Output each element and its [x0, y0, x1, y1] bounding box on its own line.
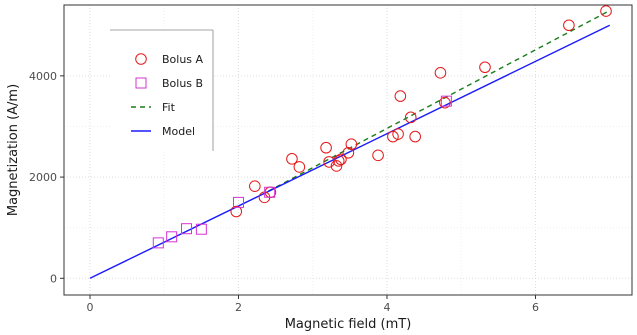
bolus-b-point — [195, 223, 207, 235]
legend: Bolus A Bolus B Fit Model — [110, 29, 214, 151]
series-fit — [267, 9, 611, 192]
legend-label-fit: Fit — [162, 101, 176, 114]
legend-label-bolus-b: Bolus B — [162, 77, 203, 90]
legend-label-model: Model — [162, 125, 195, 138]
bolus-a-point — [293, 161, 306, 173]
fit-line — [267, 9, 611, 192]
legend-key-bolus-b — [135, 77, 147, 89]
plot-frame — [63, 4, 633, 296]
bolus-a-point — [332, 155, 345, 167]
bolus-b-point — [440, 95, 452, 107]
bolus-a-point — [286, 153, 298, 165]
bolus-a-point — [409, 130, 421, 143]
legend-item-bolus-a: Bolus A — [135, 53, 204, 66]
bolus-a-point — [372, 149, 384, 162]
bolus-a-point — [404, 111, 417, 124]
bolus-a-point — [600, 5, 612, 17]
legend-item-model: Model — [131, 125, 195, 138]
bolus-a-point — [392, 128, 404, 140]
bolus-a-point — [320, 141, 332, 154]
bolus-a-point — [439, 96, 451, 109]
x-axis-title: Magnetic field (mT) — [285, 317, 412, 332]
bolus-a-point — [330, 160, 343, 172]
bolus-a-point — [479, 61, 491, 74]
legend-key-bolus-a — [135, 53, 147, 65]
bolus-a-point — [434, 67, 447, 79]
y-axis-title: Magnetization (A/m) — [6, 84, 21, 216]
y-tick-label: 4000 — [29, 70, 57, 83]
y-tick-label: 2000 — [29, 171, 57, 184]
x-tick-label: 2 — [235, 301, 242, 314]
legend-item-bolus-b: Bolus B — [135, 77, 203, 90]
legend-box — [110, 30, 213, 151]
x-tick-label: 0 — [86, 301, 93, 314]
y-tick-label: 0 — [50, 272, 57, 285]
bolus-a-point — [230, 205, 243, 218]
bolus-a-point — [323, 156, 335, 168]
bolus-a-point — [335, 153, 347, 166]
bolus-b-point — [181, 223, 193, 235]
bolus-a-point — [345, 138, 358, 150]
bolus-a-point — [387, 130, 399, 143]
x-tick-label: 6 — [532, 301, 539, 314]
bolus-b-point — [264, 186, 276, 198]
bolus-a-point — [563, 19, 575, 32]
bolus-a-point — [394, 90, 407, 102]
tick-layer: 0 2 4 6 0 2000 4000 — [29, 70, 539, 314]
legend-item-fit: Fit — [131, 101, 176, 114]
series-bolus-a — [230, 5, 612, 218]
x-tick-label: 4 — [383, 301, 390, 314]
bolus-b-point — [166, 231, 178, 243]
legend-label-bolus-a: Bolus A — [162, 53, 204, 66]
bolus-a-point — [249, 180, 261, 192]
series-bolus-b — [152, 95, 452, 249]
bolus-b-point — [232, 196, 244, 208]
bolus-a-point — [342, 146, 355, 159]
bolus-b-point — [152, 237, 164, 249]
series-layer — [89, 5, 612, 279]
